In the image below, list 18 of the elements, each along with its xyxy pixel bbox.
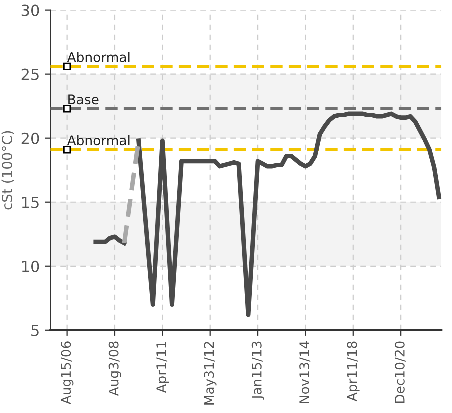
ref-line-label: Abnormal xyxy=(67,135,130,146)
y-tick-label: 30 xyxy=(22,4,40,16)
ref-line-label: Abnormal xyxy=(67,52,130,62)
x-tick-label: Apr1/11 xyxy=(156,342,170,394)
ref-line-label: Base xyxy=(68,94,99,105)
y-tick-label: 15 xyxy=(22,197,39,208)
y-tick-label: 5 xyxy=(32,325,39,336)
x-tick-label: Apr11/18 xyxy=(347,342,360,402)
x-tick-label: Nov13/14 xyxy=(300,342,311,404)
x-tick-label: Aug15/06 xyxy=(61,342,74,405)
y-tick-label: 10 xyxy=(22,260,40,272)
x-tick-label: Aug3/08 xyxy=(108,342,122,396)
x-tick-label: Dec10/20 xyxy=(394,342,406,404)
x-tick-label: Jan15/13 xyxy=(252,342,264,400)
y-axis-title: cSt (100°C) xyxy=(2,131,14,210)
y-tick-label: 25 xyxy=(22,68,39,80)
x-tick-label: May31/12 xyxy=(204,342,217,405)
y-tick-label: 20 xyxy=(22,132,40,144)
